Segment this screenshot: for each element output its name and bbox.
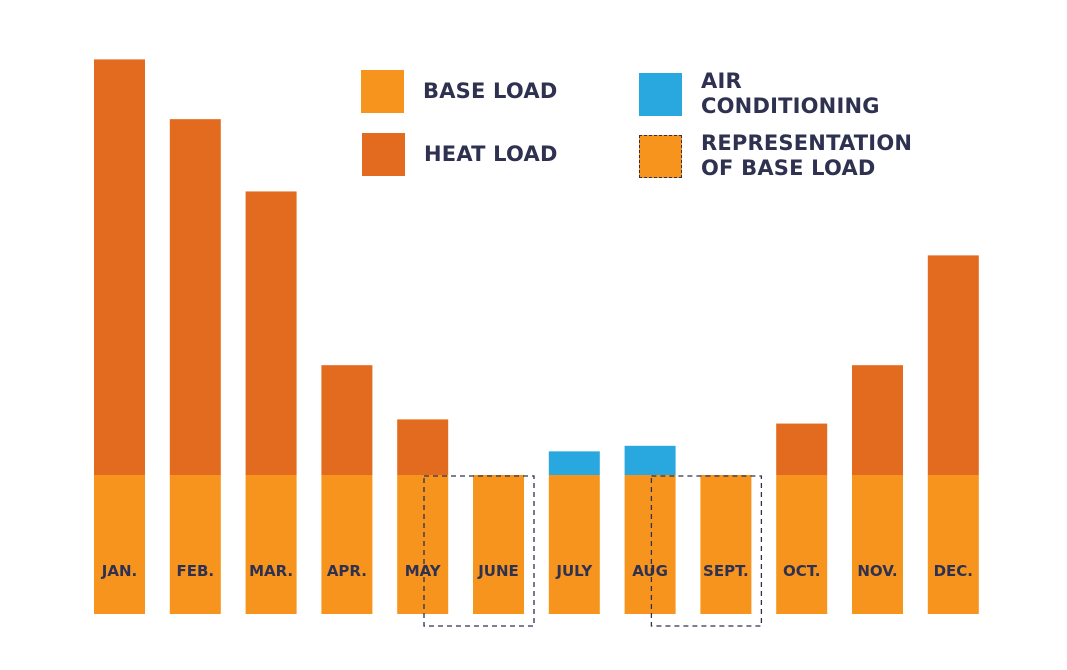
bar-air-conditioning-july: [548, 451, 600, 475]
bar-heat-load-mar: [245, 191, 297, 475]
legend-rep-line1: REPRESENTATION: [701, 131, 913, 155]
bar-base-load-july: [548, 475, 600, 614]
bar-heat-load-oct: [776, 423, 828, 475]
bar-heat-load-may: [397, 419, 449, 475]
month-label: MAY: [405, 562, 442, 580]
legend-ac-line1: AIR: [701, 69, 742, 93]
bar-base-load-june: [473, 475, 524, 614]
legend-rep-line2: OF BASE LOAD: [701, 156, 876, 180]
legend-swatch-ac: [639, 72, 682, 116]
legend-swatch-representation: [639, 134, 682, 178]
bar-base-load-may: [397, 475, 449, 614]
legend-heat-load: HEAT LOAD: [362, 133, 558, 176]
legend-label-base: BASE LOAD: [423, 79, 558, 103]
legend-label-heat: HEAT LOAD: [424, 142, 558, 166]
bar-base-load-sept: [700, 475, 752, 614]
month-label: APR.: [327, 562, 367, 580]
legend-label-representation: REPRESENTATION OF BASE LOAD: [701, 131, 912, 181]
month-label: NOV.: [857, 562, 897, 580]
bar-air-conditioning-aug: [624, 445, 676, 475]
month-label: JUNE: [477, 562, 519, 580]
legend-label-ac: AIR CONDITIONING: [701, 69, 880, 119]
month-label: JAN.: [101, 562, 137, 580]
bar-base-load-mar: [245, 475, 297, 614]
month-label: DEC.: [934, 562, 973, 580]
bar-base-load-aug: [624, 475, 676, 614]
bar-heat-load-feb: [169, 119, 221, 475]
month-label: SEPT.: [703, 562, 749, 580]
legend-ac-line2: CONDITIONING: [701, 94, 880, 118]
legend-swatch-heat: [362, 133, 405, 176]
bar-base-load-oct: [776, 475, 828, 614]
bar-base-load-dec: [927, 475, 979, 614]
month-label: AUG: [632, 562, 668, 580]
legend-base-load: BASE LOAD: [361, 70, 557, 113]
bar-heat-load-apr: [321, 365, 373, 475]
month-label: MAR.: [249, 562, 293, 580]
bar-base-load-apr: [321, 475, 373, 614]
base-load-representation-box-june: [423, 475, 535, 627]
bar-heat-load-jan: [94, 59, 145, 475]
base-load-representation-box-sept: [650, 475, 763, 627]
month-label: JULY: [555, 562, 593, 580]
legend-representation: REPRESENTATION OF BASE LOAD: [639, 131, 912, 181]
bar-base-load-jan: [94, 475, 145, 614]
legend-swatch-base: [361, 70, 404, 113]
bar-base-load-nov: [852, 475, 903, 614]
bar-heat-load-nov: [852, 365, 903, 475]
legend-air-conditioning: AIR CONDITIONING: [639, 69, 880, 119]
bar-heat-load-dec: [927, 255, 979, 475]
bar-base-load-feb: [169, 475, 221, 614]
month-label: OCT.: [783, 562, 820, 580]
month-label: FEB.: [176, 562, 214, 580]
